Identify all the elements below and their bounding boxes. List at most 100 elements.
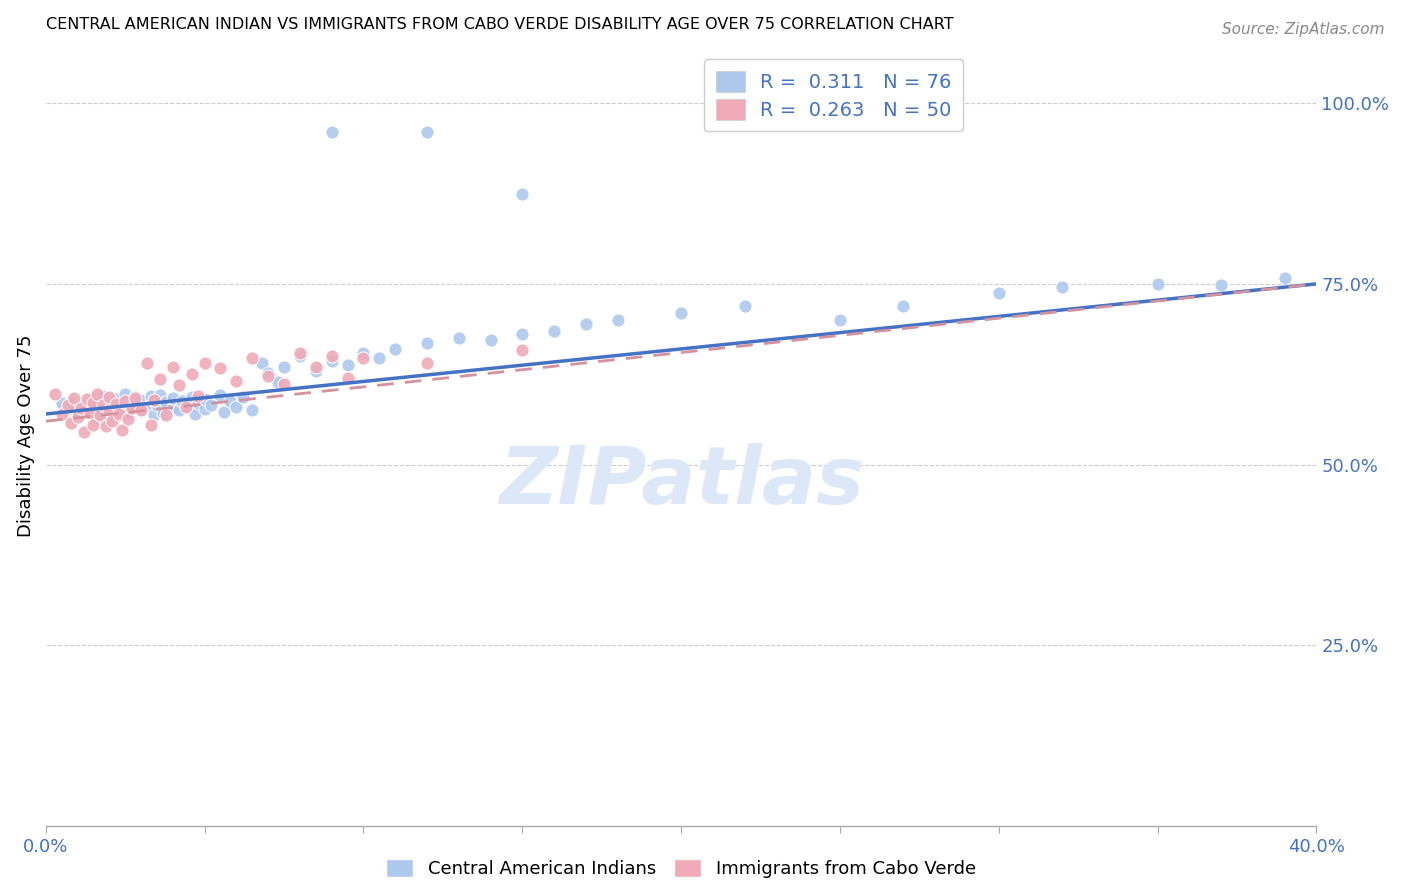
Point <box>91 398 114 412</box>
Point <box>149 388 172 402</box>
Point <box>76 392 98 406</box>
Point <box>828 313 851 327</box>
Point <box>129 392 152 407</box>
Point <box>114 394 136 409</box>
Point <box>82 391 104 405</box>
Point <box>136 400 159 414</box>
Point <box>384 342 406 356</box>
Point <box>225 400 247 414</box>
Point <box>60 394 83 409</box>
Point <box>194 401 217 416</box>
Point <box>305 363 328 377</box>
Point <box>321 354 343 368</box>
Point <box>669 306 692 320</box>
Point <box>305 359 328 374</box>
Text: Source: ZipAtlas.com: Source: ZipAtlas.com <box>1222 22 1385 37</box>
Point <box>240 403 263 417</box>
Point <box>124 391 146 405</box>
Point <box>152 405 174 419</box>
Point <box>336 371 359 385</box>
Point <box>139 389 162 403</box>
Point <box>51 396 73 410</box>
Point <box>94 419 117 434</box>
Point <box>180 390 202 404</box>
Point <box>273 359 295 374</box>
Point <box>155 394 177 409</box>
Point <box>108 405 131 419</box>
Point <box>89 401 111 416</box>
Point <box>117 412 139 426</box>
Point <box>447 331 470 345</box>
Point <box>98 402 121 417</box>
Point <box>353 351 375 365</box>
Point <box>146 398 169 412</box>
Point <box>66 405 89 419</box>
Point <box>66 409 89 424</box>
Point <box>510 343 533 358</box>
Point <box>187 396 209 410</box>
Point <box>212 405 235 419</box>
Point <box>149 372 172 386</box>
Point <box>121 397 143 411</box>
Point <box>101 414 124 428</box>
Point <box>98 390 121 404</box>
Point <box>89 409 111 423</box>
Point <box>172 394 194 409</box>
Point <box>142 409 165 423</box>
Point <box>184 407 207 421</box>
Point <box>111 423 134 437</box>
Point <box>200 398 222 412</box>
Point <box>167 403 190 417</box>
Point <box>82 398 104 412</box>
Point <box>73 425 96 439</box>
Point <box>209 361 232 376</box>
Point <box>63 391 86 405</box>
Point <box>219 394 242 409</box>
Point <box>91 389 114 403</box>
Point <box>86 387 108 401</box>
Point <box>129 403 152 417</box>
Point <box>606 313 628 327</box>
Point <box>250 356 273 370</box>
Point <box>139 417 162 432</box>
Point <box>124 390 146 404</box>
Point <box>142 392 165 407</box>
Point <box>60 416 83 430</box>
Point <box>129 403 152 417</box>
Point <box>114 395 136 409</box>
Point <box>257 366 280 380</box>
Point <box>1052 280 1074 294</box>
Point <box>104 392 127 406</box>
Point <box>73 403 96 417</box>
Point <box>69 401 91 416</box>
Text: ZIPatlas: ZIPatlas <box>499 443 863 522</box>
Point <box>56 398 79 412</box>
Point <box>104 397 127 411</box>
Point <box>162 359 184 374</box>
Point <box>66 400 89 414</box>
Point <box>194 356 217 370</box>
Point <box>288 345 311 359</box>
Point <box>114 386 136 401</box>
Point <box>117 406 139 420</box>
Point <box>232 390 254 404</box>
Point <box>543 324 565 338</box>
Point <box>82 396 104 410</box>
Point <box>162 391 184 405</box>
Point <box>162 401 184 416</box>
Point <box>1274 271 1296 285</box>
Point <box>167 378 190 392</box>
Point <box>51 407 73 421</box>
Point <box>257 369 280 384</box>
Y-axis label: Disability Age Over 75: Disability Age Over 75 <box>17 334 35 537</box>
Point <box>1146 277 1168 291</box>
Point <box>1211 278 1233 293</box>
Point <box>240 351 263 365</box>
Point <box>44 386 66 401</box>
Point <box>121 401 143 416</box>
Point <box>98 398 121 412</box>
Point <box>174 400 197 414</box>
Point <box>155 409 177 423</box>
Point <box>98 409 121 423</box>
Point <box>416 125 439 139</box>
